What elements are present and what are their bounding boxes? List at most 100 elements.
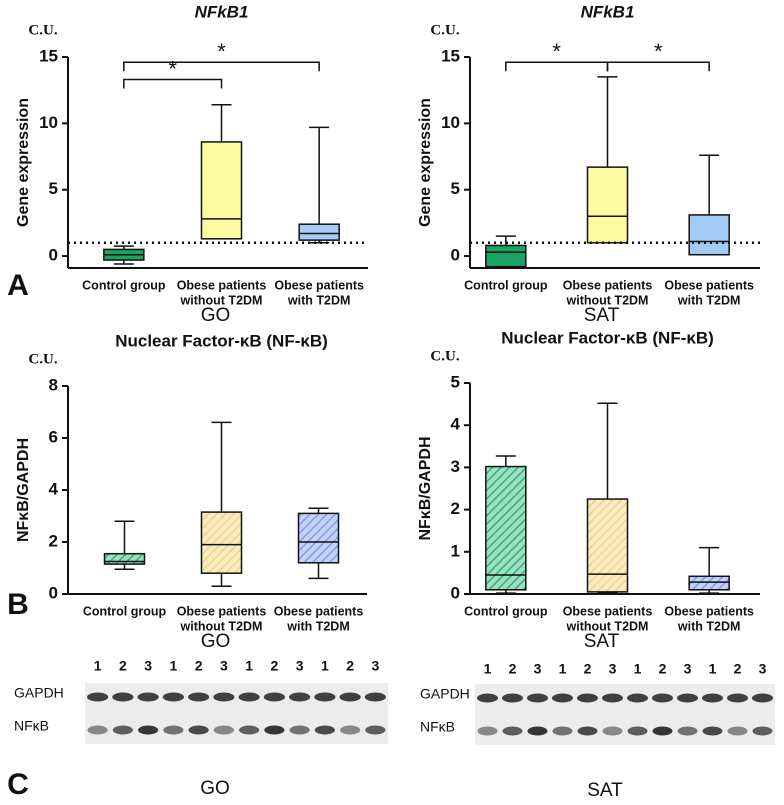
x-tick-label: without T2DM — [180, 619, 263, 633]
x-tick-label: with T2DM — [677, 293, 741, 307]
lane-label: 3 — [684, 661, 692, 677]
x-tick-label: Obese patients — [664, 278, 754, 292]
y-tick-label: 0 — [49, 583, 58, 602]
nfkb-band — [752, 726, 773, 736]
chart-title: Nuclear Factor-κB (NF-κB) — [501, 328, 714, 347]
unit-label: C.U. — [430, 22, 459, 38]
y-tick-label: 2 — [49, 531, 58, 550]
nfkb-band — [477, 726, 498, 736]
y-tick-label: 8 — [49, 375, 58, 394]
x-tick-label: with T2DM — [677, 619, 741, 633]
x-tick-label: Obese patients — [177, 604, 267, 618]
gapdh-band — [314, 692, 336, 702]
gapdh-band — [188, 692, 210, 702]
blot-background — [85, 683, 388, 744]
blot-caption: SAT — [587, 780, 623, 801]
significance-bracket — [606, 61, 710, 72]
row-label: GAPDH — [420, 686, 470, 702]
nfkb-band — [239, 725, 260, 735]
x-tick-label: with T2DM — [286, 619, 350, 633]
chart-title: NFkB1 — [195, 2, 249, 21]
lane-label: 3 — [296, 658, 304, 674]
gapdh-band — [87, 692, 109, 702]
x-tick-label: Control group — [82, 278, 166, 292]
gapdh-band — [364, 692, 386, 702]
nfkb-band — [727, 726, 748, 736]
gapdh-band — [552, 693, 573, 703]
lane-label: 2 — [509, 661, 517, 677]
gapdh-band — [112, 692, 134, 702]
y-axis-label: Gene expression — [15, 98, 32, 227]
lane-label: 2 — [195, 658, 203, 674]
x-tick-label: without T2DM — [566, 619, 649, 633]
nfkb-band — [213, 725, 234, 735]
nfkb-band — [289, 725, 310, 735]
box — [586, 498, 629, 593]
x-axis-label: SAT — [584, 305, 620, 326]
y-axis-label: NFκB/GAPDH — [15, 438, 32, 542]
gapdh-band — [652, 693, 673, 703]
lane-label: 1 — [484, 661, 492, 677]
y-tick-label: 3 — [451, 457, 460, 476]
nfkb-band — [702, 726, 723, 736]
chart-title: NFkB1 — [581, 2, 635, 21]
nfkb-band — [627, 726, 648, 736]
box — [485, 465, 527, 591]
significance-label: * — [168, 56, 177, 81]
y-tick-label: 15 — [39, 46, 58, 65]
box — [200, 511, 243, 574]
y-tick-label: 0 — [49, 246, 58, 265]
gapdh-band — [502, 693, 523, 703]
y-tick-label: 5 — [451, 372, 460, 391]
lane-label: 2 — [270, 658, 278, 674]
x-tick-label: Obese patients — [563, 278, 653, 292]
nfkb-band — [314, 725, 335, 735]
y-tick-label: 4 — [451, 415, 461, 434]
gapdh-band — [677, 693, 698, 703]
gapdh-band — [263, 692, 285, 702]
lane-label: 2 — [346, 658, 354, 674]
lane-label: 3 — [144, 658, 152, 674]
lane-label: 2 — [734, 661, 742, 677]
gapdh-band — [702, 693, 723, 703]
lane-label: 1 — [169, 658, 177, 674]
y-tick-label: 15 — [441, 46, 460, 65]
x-axis-label: SAT — [584, 631, 620, 652]
nfkb-band — [163, 725, 184, 735]
y-axis-label: Gene expression — [417, 98, 434, 227]
nfkb-band — [87, 725, 108, 735]
lane-label: 3 — [220, 658, 228, 674]
blot-background — [475, 684, 775, 745]
lane-label: 3 — [609, 661, 617, 677]
significance-label: * — [217, 39, 226, 64]
x-tick-label: without T2DM — [566, 293, 649, 307]
box — [297, 512, 340, 564]
lane-label: 1 — [709, 661, 717, 677]
y-tick-label: 10 — [39, 113, 58, 132]
nfkb-band — [138, 725, 159, 735]
lane-label: 1 — [321, 658, 329, 674]
chart-title: Nuclear Factor-κB (NF-κB) — [115, 331, 328, 350]
unit-label: C.U. — [430, 348, 459, 364]
significance-bracket — [123, 78, 223, 89]
nfkb-band — [365, 725, 386, 735]
lane-label: 1 — [634, 661, 642, 677]
y-tick-label: 0 — [451, 246, 460, 265]
x-tick-label: Obese patients — [274, 278, 364, 292]
x-tick-label: with T2DM — [287, 293, 351, 307]
lane-label: 3 — [759, 661, 767, 677]
gapdh-band — [162, 692, 184, 702]
lane-label: 1 — [245, 658, 253, 674]
gapdh-band — [137, 692, 159, 702]
gapdh-band — [577, 693, 598, 703]
significance-label: * — [552, 39, 561, 64]
gapdh-band — [238, 692, 260, 702]
nfkb-band — [602, 726, 623, 736]
y-axis-label: NFκB/GAPDH — [417, 436, 434, 540]
row-label: NFκB — [14, 718, 49, 734]
blot-caption: GO — [200, 778, 230, 799]
gapdh-band — [213, 692, 235, 702]
lane-label: 2 — [584, 661, 592, 677]
box — [298, 223, 340, 241]
